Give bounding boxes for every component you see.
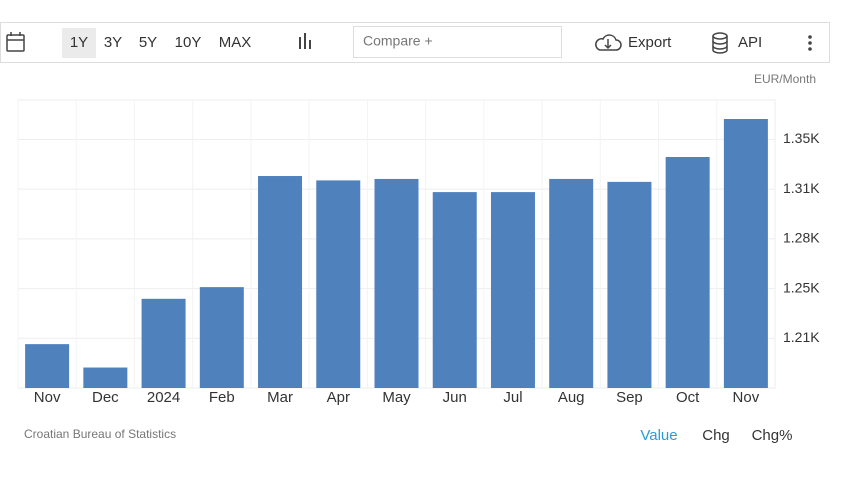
x-tick-label: Apr [327, 389, 350, 406]
compare-placeholder: Compare + [363, 33, 433, 49]
x-tick-label: Dec [92, 389, 119, 406]
tab[interactable]: Chg [702, 427, 730, 444]
bar [258, 176, 303, 388]
x-tick-label: Jun [443, 389, 467, 406]
export-icon[interactable] [595, 34, 622, 51]
range-button[interactable]: 10Y [175, 34, 202, 51]
tab[interactable]: Chg% [752, 427, 793, 444]
range-button[interactable]: 3Y [104, 34, 122, 51]
x-tick-label: 2024 [147, 389, 180, 406]
range-button[interactable]: 1Y [70, 34, 88, 51]
bar [432, 192, 477, 388]
unit-label: EUR/Month [754, 72, 816, 86]
chart-type-icon[interactable] [299, 33, 311, 49]
x-tick-label: Mar [267, 389, 293, 406]
bar [549, 178, 594, 388]
y-tick-label: 1.31K [783, 180, 820, 196]
source: Croatian Bureau of Statistics [24, 427, 176, 441]
bar [665, 157, 710, 388]
menu-icon[interactable] [808, 35, 812, 51]
x-tick-label: Sep [616, 389, 643, 406]
api-icon[interactable] [712, 32, 728, 54]
tab-selected[interactable]: Value [640, 427, 677, 444]
y-tick-label: 1.21K [783, 329, 820, 345]
plot: 1.21K 1.25K 1.28K 1.31K 1.35K Nov Dec 2024 Feb Ma… [17, 99, 820, 406]
x-tick-label: May [382, 389, 411, 406]
compare-input[interactable] [353, 26, 562, 58]
y-tick-label: 1.25K [783, 279, 820, 295]
bar [374, 178, 419, 388]
bar [83, 367, 128, 388]
x-tick-label: Nov [34, 389, 61, 406]
bar [490, 192, 535, 388]
range-button[interactable]: MAX [219, 34, 252, 51]
x-tick-label: Aug [558, 389, 585, 406]
bar [25, 344, 70, 388]
range-button[interactable]: 5Y [139, 34, 157, 51]
range-selected [62, 28, 96, 58]
x-tick-label: Oct [676, 389, 700, 406]
x-tick-label: Nov [733, 389, 760, 406]
api-button[interactable]: API [738, 34, 762, 51]
x-tick-label: Feb [209, 389, 235, 406]
export-button[interactable]: Export [628, 34, 672, 51]
bar [607, 181, 652, 388]
y-tick-label: 1.35K [783, 130, 820, 146]
calendar-icon[interactable] [6, 32, 25, 52]
x-tick-label: Jul [503, 389, 522, 406]
bar [723, 119, 768, 389]
bar [199, 287, 244, 388]
y-tick-label: 1.28K [783, 230, 820, 246]
bar [141, 298, 186, 388]
bar [316, 180, 361, 388]
